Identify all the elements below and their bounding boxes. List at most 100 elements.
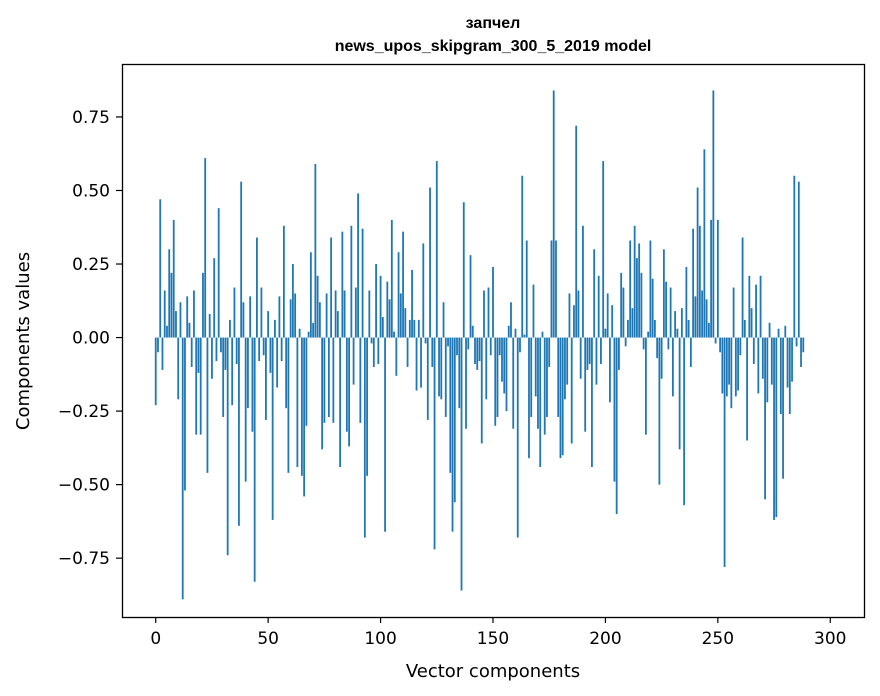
bar-132	[451, 337, 454, 532]
y-tick-label-0: 0.75	[72, 108, 110, 128]
bar-83	[341, 231, 344, 338]
bar-149	[489, 337, 492, 356]
bar-115	[413, 319, 416, 338]
chart-subtitle: news_upos_skipgram_300_5_2019 model	[335, 38, 652, 55]
bar-14	[186, 296, 189, 338]
x-tick-label-50: 50	[257, 629, 279, 649]
bar-113	[408, 319, 411, 338]
bar-164	[523, 334, 526, 338]
bar-31	[224, 337, 227, 370]
bar-98	[375, 264, 377, 338]
bar-107	[395, 337, 398, 376]
bar-151	[494, 337, 497, 426]
bar-192	[586, 337, 589, 370]
bar-280	[784, 325, 787, 338]
bar-242	[698, 225, 701, 338]
bar-285	[795, 337, 798, 347]
bar-71	[314, 164, 317, 338]
bar-257	[732, 287, 735, 338]
bar-268	[757, 337, 760, 394]
bar-194	[591, 337, 593, 467]
bar-89	[354, 287, 357, 338]
bar-2	[159, 199, 162, 338]
bars-group	[154, 90, 805, 600]
bar-55	[278, 296, 281, 338]
bar-117	[417, 319, 420, 338]
bar-126	[438, 337, 440, 397]
bar-234	[680, 308, 683, 338]
bar-138	[465, 337, 467, 429]
bar-278	[779, 337, 782, 415]
bar-81	[336, 311, 339, 338]
x-tick-label-150: 150	[477, 629, 509, 649]
bar-40	[244, 337, 247, 482]
bar-222	[653, 319, 656, 338]
bar-109	[399, 293, 402, 338]
bar-43	[251, 337, 254, 432]
bar-53	[274, 319, 276, 338]
bar-156	[505, 337, 508, 412]
bar-64	[298, 328, 301, 338]
bar-196	[595, 337, 598, 385]
bar-273	[768, 322, 771, 338]
bar-44	[253, 337, 256, 582]
bar-13	[184, 337, 186, 491]
bar-136	[460, 337, 463, 591]
bar-266	[752, 337, 755, 365]
bar-286	[797, 181, 800, 338]
bar-87	[350, 225, 353, 338]
bar-33	[229, 319, 231, 338]
x-tick-label-300: 300	[814, 629, 846, 649]
bar-225	[660, 337, 663, 379]
bar-264	[748, 275, 751, 338]
bar-203	[611, 305, 614, 338]
bar-224	[658, 337, 661, 485]
bar-177	[552, 90, 555, 338]
bar-74	[321, 337, 324, 450]
bar-258	[734, 337, 737, 397]
bar-259	[737, 337, 739, 391]
bar-25	[211, 337, 213, 379]
bar-141	[471, 325, 474, 338]
bar-90	[357, 193, 359, 338]
bar-248	[712, 90, 715, 338]
bar-1	[157, 337, 159, 353]
bar-165	[525, 240, 528, 338]
bar-161	[516, 337, 519, 538]
bar-12	[181, 337, 184, 600]
bar-39	[242, 302, 245, 338]
bar-206	[618, 337, 620, 370]
bar-56	[280, 337, 283, 362]
bar-77	[327, 337, 330, 417]
bar-46	[258, 337, 261, 362]
bar-236	[685, 266, 688, 338]
bar-110	[402, 231, 404, 338]
bar-72	[316, 275, 319, 338]
bar-11	[179, 302, 182, 338]
y-axis: 0.75 0.50 0.25 0.00 −0.25 −0.50 −0.75	[58, 108, 122, 569]
bar-119	[422, 243, 425, 338]
bar-249	[714, 337, 717, 344]
bar-26	[213, 258, 216, 338]
bar-243	[701, 290, 704, 338]
bar-267	[755, 284, 757, 338]
bar-201	[606, 293, 609, 338]
bar-10	[177, 337, 180, 400]
bar-50	[267, 311, 270, 338]
bar-219	[647, 331, 650, 338]
bar-49	[265, 337, 267, 420]
bar-204	[613, 337, 616, 482]
bar-131	[449, 337, 452, 473]
bar-231	[674, 311, 677, 338]
bar-162	[519, 337, 521, 353]
bar-54	[276, 337, 279, 388]
bar-69	[309, 252, 312, 338]
bar-101	[381, 316, 384, 338]
bar-146	[483, 290, 485, 338]
bar-75	[323, 337, 326, 423]
bar-37	[238, 337, 240, 526]
bar-52	[271, 337, 274, 520]
bar-265	[750, 308, 753, 338]
bar-223	[656, 337, 659, 359]
bar-97	[372, 337, 375, 367]
